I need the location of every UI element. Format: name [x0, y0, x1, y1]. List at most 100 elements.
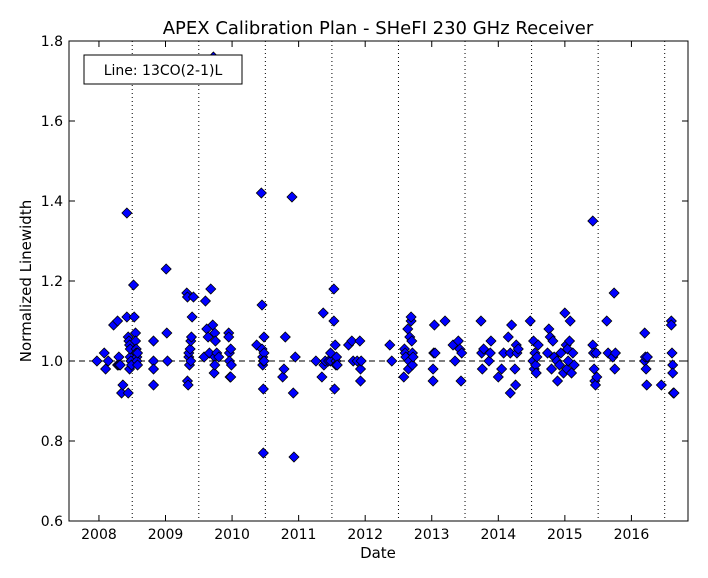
y-tick-label: 0.8 [41, 434, 63, 450]
data-point [427, 363, 439, 375]
chart-title: APEX Calibration Plan - SHeFI 230 GHz Re… [163, 18, 594, 39]
data-point [121, 311, 133, 323]
data-point [277, 371, 289, 383]
data-points [91, 51, 680, 463]
x-tick-label: 2008 [81, 527, 117, 543]
data-point [601, 315, 613, 327]
data-point [541, 347, 554, 359]
data-point [329, 383, 341, 395]
data-point [532, 339, 544, 351]
data-point [160, 263, 172, 275]
data-point [100, 363, 112, 375]
data-point [286, 191, 298, 203]
data-point [427, 375, 439, 387]
legend-text: Line: 13CO(2-1)L [104, 63, 223, 79]
data-point [121, 207, 133, 219]
data-point [329, 339, 341, 351]
data-point [255, 187, 267, 199]
data-point [114, 359, 126, 371]
data-point [456, 347, 468, 359]
data-point [455, 375, 467, 387]
data-point [258, 331, 270, 343]
data-point [553, 359, 566, 371]
data-point [496, 363, 508, 375]
data-point [478, 343, 490, 355]
data-point [122, 387, 134, 399]
data-point [609, 363, 621, 375]
data-point [310, 355, 322, 367]
data-point [563, 335, 576, 347]
data-point [354, 375, 367, 387]
data-point [639, 327, 651, 339]
data-point [666, 347, 678, 359]
data-point [161, 355, 174, 367]
data-point [91, 355, 103, 367]
data-point [428, 319, 440, 331]
data-point [439, 315, 451, 327]
data-point [551, 375, 564, 387]
data-point [331, 359, 343, 371]
data-point [112, 315, 124, 327]
data-point [208, 367, 220, 379]
data-point [655, 379, 667, 391]
data-point [354, 363, 367, 375]
data-point [131, 359, 144, 371]
data-point [640, 363, 652, 375]
x-tick-label: 2015 [547, 527, 583, 543]
y-tick-label: 1.2 [41, 274, 63, 290]
data-point [405, 311, 417, 323]
data-point [257, 447, 269, 459]
x-axis-label: Date [360, 544, 396, 562]
x-tick-label: 2011 [281, 527, 317, 543]
legend-box: Line: 13CO(2-1)L [83, 54, 243, 85]
data-point [225, 343, 237, 355]
data-point [225, 359, 237, 371]
data-point [279, 331, 291, 343]
data-point [128, 311, 140, 323]
data-point [354, 335, 366, 347]
x-tick-label: 2016 [614, 527, 650, 543]
data-point [587, 215, 599, 227]
data-point [384, 339, 396, 351]
data-point [668, 387, 680, 399]
x-tick-label: 2009 [148, 527, 184, 543]
data-point [131, 347, 144, 359]
data-point [289, 351, 301, 363]
data-point [543, 323, 555, 335]
y-tick-label: 1.8 [41, 34, 63, 50]
grid-layer [69, 41, 688, 521]
data-point [506, 319, 518, 331]
data-point [328, 315, 340, 327]
y-axis-label: Normalized Linewidth [17, 200, 35, 362]
data-point [187, 291, 200, 303]
data-point [225, 371, 237, 383]
data-point [205, 283, 217, 295]
data-point [213, 351, 225, 363]
data-point [257, 383, 269, 395]
data-point [127, 279, 140, 291]
data-point [588, 363, 600, 375]
data-point [641, 351, 653, 363]
data-point [502, 331, 514, 343]
legend-frame [83, 54, 243, 85]
data-point [278, 363, 290, 375]
data-point [509, 363, 521, 375]
data-point [317, 307, 329, 319]
data-point [223, 331, 235, 343]
data-point [589, 379, 602, 391]
data-point [547, 335, 559, 347]
data-point [147, 335, 160, 347]
data-point [641, 379, 653, 391]
data-point [287, 387, 299, 399]
data-point [530, 367, 542, 379]
data-point [510, 379, 522, 391]
data-point [209, 335, 221, 347]
data-point [568, 359, 580, 371]
x-tick-label: 2013 [414, 527, 450, 543]
data-point [484, 347, 496, 359]
data-point [512, 343, 524, 355]
data-point [199, 295, 212, 307]
data-point [406, 359, 419, 371]
data-point [316, 371, 328, 383]
data-point [386, 355, 398, 367]
